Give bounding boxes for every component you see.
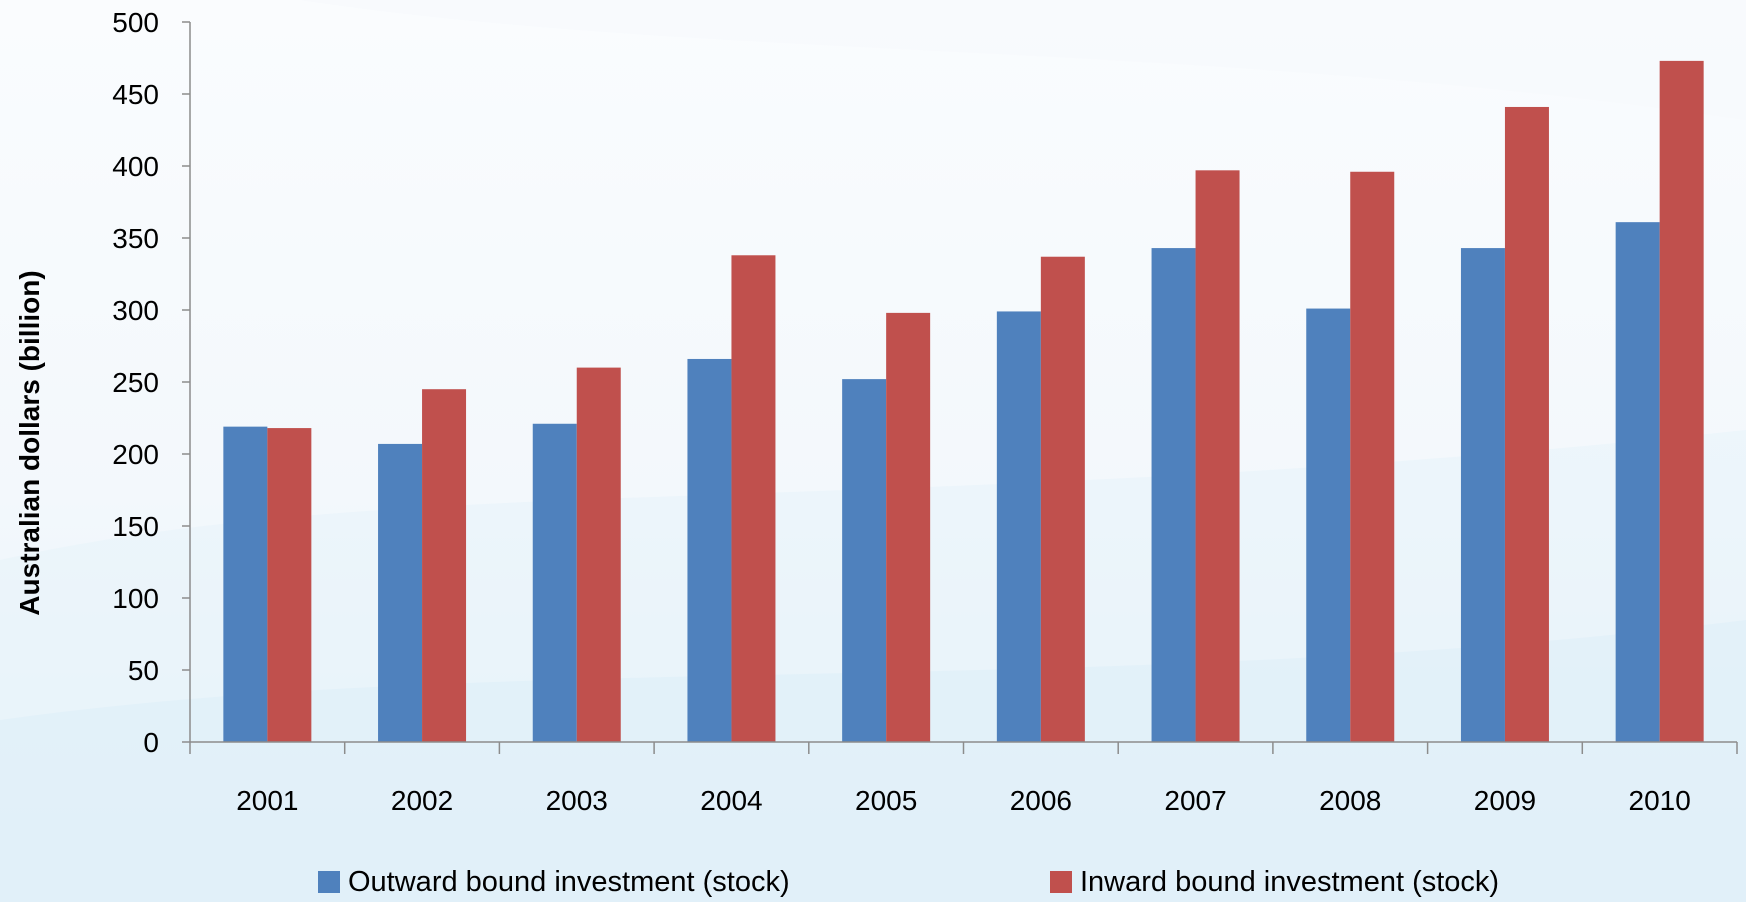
x-tick-label-2009: 2009 <box>1474 785 1536 816</box>
bar-outward-2005 <box>842 379 887 742</box>
x-axis: 2001 2002 2003 2004 2005 2006 2007 2008 2009 2010 <box>189 741 1738 816</box>
bar-outward-2010 <box>1615 222 1660 742</box>
bar-outward-2001 <box>223 426 268 742</box>
bar-outward-2007 <box>1151 248 1196 742</box>
y-tick-label: 100 <box>112 583 159 614</box>
bar-outward-2006 <box>996 311 1041 742</box>
bar-outward-2009 <box>1460 248 1505 742</box>
x-tick-label-2003: 2003 <box>546 785 608 816</box>
y-tick-label: 300 <box>112 295 159 326</box>
bar-inward-2003 <box>576 367 621 742</box>
legend-label: Inward bound investment (stock) <box>1080 866 1500 898</box>
y-tick-label: 350 <box>112 223 159 254</box>
y-tick-label: 150 <box>112 511 159 542</box>
legend-item-inward: Inward bound investment (stock) <box>1050 862 1499 902</box>
y-tick-label: 200 <box>112 439 159 470</box>
bar-outward-2003 <box>532 423 577 742</box>
bar-inward-2007 <box>1195 170 1240 742</box>
bar-inward-2006 <box>1040 256 1085 742</box>
bar-outward-2004 <box>687 358 732 742</box>
x-tick-label-2010: 2010 <box>1629 785 1691 816</box>
y-tick-label: 450 <box>112 79 159 110</box>
x-tick-label-2001: 2001 <box>236 785 298 816</box>
bar-inward-2005 <box>886 312 931 742</box>
legend-item-outward: Outward bound investment (stock) <box>318 862 790 902</box>
x-tick-label-2006: 2006 <box>1010 785 1072 816</box>
y-tick-label: 0 <box>143 727 159 758</box>
bar-outward-2008 <box>1306 308 1351 742</box>
bar-inward-2004 <box>731 255 776 742</box>
y-axis: 0 50 100 150 200 250 300 350 400 450 500 <box>112 7 191 758</box>
y-tick-label: 500 <box>112 7 159 38</box>
legend: Outward bound investment (stock) Inward b… <box>0 862 1746 902</box>
bar-outward-2002 <box>378 443 423 742</box>
bar-inward-2001 <box>267 428 312 742</box>
bars-group <box>223 60 1704 742</box>
x-tick-label-2007: 2007 <box>1164 785 1226 816</box>
x-tick-label-2005: 2005 <box>855 785 917 816</box>
y-tick-label: 50 <box>128 655 159 686</box>
bar-inward-2008 <box>1350 171 1395 742</box>
x-tick-label-2002: 2002 <box>391 785 453 816</box>
x-tick-label-2004: 2004 <box>700 785 762 816</box>
legend-swatch <box>318 871 340 893</box>
y-tick-label: 250 <box>112 367 159 398</box>
legend-swatch <box>1050 871 1072 893</box>
bar-inward-2002 <box>422 389 467 742</box>
bar-inward-2009 <box>1504 106 1549 742</box>
y-tick-label: 400 <box>112 151 159 182</box>
x-tick-label-2008: 2008 <box>1319 785 1381 816</box>
bar-inward-2010 <box>1659 60 1704 742</box>
legend-label: Outward bound investment (stock) <box>348 866 790 898</box>
y-axis-title: Australian dollars (billion) <box>14 270 45 615</box>
